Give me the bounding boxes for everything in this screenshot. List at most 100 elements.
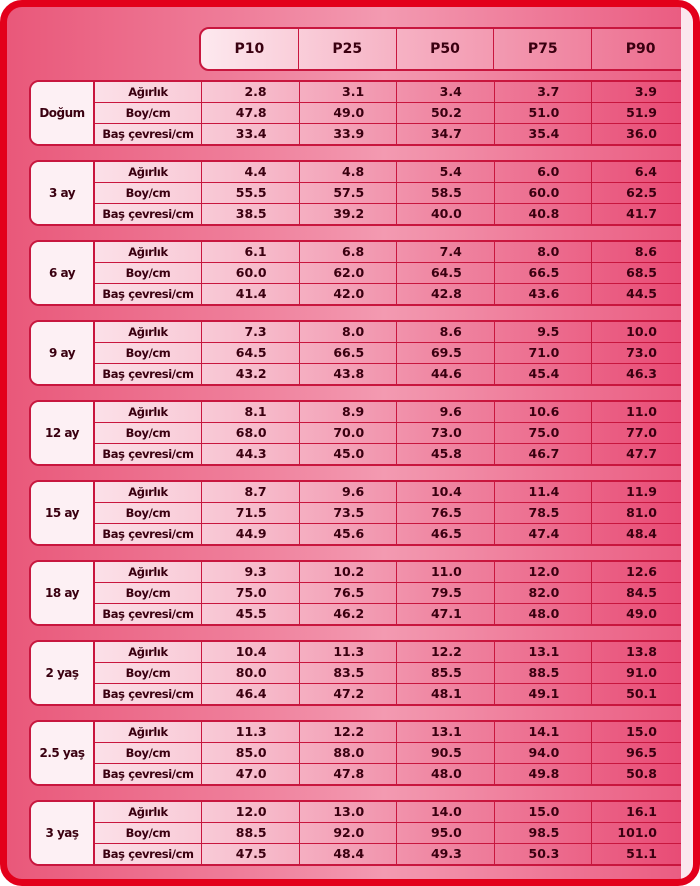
value-cell: 43.6 — [495, 284, 593, 304]
value-cell: 10.4 — [397, 482, 495, 502]
value-cell: 92.0 — [300, 823, 398, 843]
age-group: 12 ay Ağırlık 8.1 8.9 9.6 10.6 11.0 Boy/cm 68.0 7… — [29, 400, 691, 466]
value-cell: 11.3 — [202, 722, 300, 742]
value-cell: 3.4 — [397, 82, 495, 102]
table-row: Baş çevresi/cm 44.9 45.6 46.5 47.4 48.4 — [95, 523, 689, 544]
measure-label: Ağırlık — [95, 82, 202, 102]
value-cell: 16.1 — [626, 804, 657, 819]
value-cell: 7.4 — [397, 242, 495, 262]
measure-label: Baş çevresi/cm — [95, 284, 202, 304]
measure-label: Ağırlık — [95, 242, 202, 262]
table-row: Baş çevresi/cm 47.0 47.8 48.0 49.8 50.8 — [95, 763, 689, 784]
value-cell: 90.5 — [397, 743, 495, 763]
measure-label: Ağırlık — [95, 722, 202, 742]
table-row: Boy/cm 64.5 66.5 69.5 71.0 73.0 — [95, 342, 689, 363]
table-row: Ağırlık 6.1 6.8 7.4 8.0 8.6 — [95, 242, 689, 262]
measure-label: Ağırlık — [95, 642, 202, 662]
value-cell: 49.8 — [495, 764, 593, 784]
value-cell: 51.9 — [626, 105, 657, 120]
age-group: Doğum Ağırlık 2.8 3.1 3.4 3.7 3.9 Boy/cm 47.8 49.… — [29, 80, 691, 146]
value-cell: 48.0 — [495, 604, 593, 624]
value-cell: 3.1 — [300, 82, 398, 102]
measure-label: Baş çevresi/cm — [95, 844, 202, 864]
measure-label: Boy/cm — [95, 423, 202, 443]
age-group: 18 ay Ağırlık 9.3 10.2 11.0 12.0 12.6 Boy/cm 75.… — [29, 560, 691, 626]
value-cell: 44.9 — [202, 524, 300, 544]
value-cell: 66.5 — [495, 263, 593, 283]
value-cell: 40.8 — [495, 204, 593, 224]
value-cell: 12.2 — [300, 722, 398, 742]
value-cell: 11.0 — [397, 562, 495, 582]
value-cell: 7.3 — [202, 322, 300, 342]
table-row: Boy/cm 85.0 88.0 90.5 94.0 96.5 — [95, 742, 689, 763]
value-cell: 76.5 — [397, 503, 495, 523]
measure-label: Ağırlık — [95, 322, 202, 342]
value-cell: 33.4 — [202, 124, 300, 144]
measure-label: Ağırlık — [95, 402, 202, 422]
value-cell: 8.7 — [202, 482, 300, 502]
age-group: 3 ay Ağırlık 4.4 4.8 5.4 6.0 6.4 Boy/cm 55.5 57.5… — [29, 160, 691, 226]
value-cell: 49.1 — [495, 684, 593, 704]
age-group: 9 ay Ağırlık 7.3 8.0 8.6 9.5 10.0 Boy/cm 64.5 66.… — [29, 320, 691, 386]
value-cell: 8.1 — [202, 402, 300, 422]
table-row: Boy/cm 60.0 62.0 64.5 66.5 68.5 — [95, 262, 689, 283]
value-cell: 62.0 — [300, 263, 398, 283]
table-row: Boy/cm 68.0 70.0 73.0 75.0 77.0 — [95, 422, 689, 443]
value-cell: 77.0 — [626, 425, 657, 440]
value-cell: 13.1 — [397, 722, 495, 742]
table-row: Boy/cm 71.5 73.5 76.5 78.5 81.0 — [95, 502, 689, 523]
value-cell: 46.3 — [626, 366, 657, 381]
value-cell: 15.0 — [495, 802, 593, 822]
value-cell: 47.8 — [202, 103, 300, 123]
value-cell: 6.8 — [300, 242, 398, 262]
value-cell: 73.5 — [300, 503, 398, 523]
table-row: Baş çevresi/cm 44.3 45.0 45.8 46.7 47.7 — [95, 443, 689, 464]
value-cell: 36.0 — [626, 126, 657, 141]
age-label: 2.5 yaş — [31, 722, 95, 784]
value-cell: 33.9 — [300, 124, 398, 144]
value-cell: 66.5 — [300, 343, 398, 363]
value-cell: 6.0 — [495, 162, 593, 182]
measure-label: Boy/cm — [95, 263, 202, 283]
value-cell: 48.0 — [397, 764, 495, 784]
value-cell: 4.4 — [202, 162, 300, 182]
column-header-p75: P75 — [493, 29, 591, 69]
column-header-p50: P50 — [395, 29, 494, 69]
value-cell: 44.6 — [397, 364, 495, 384]
measure-label: Boy/cm — [95, 103, 202, 123]
table-row: Boy/cm 88.5 92.0 95.0 98.5 101.0 — [95, 822, 689, 843]
measure-label: Boy/cm — [95, 503, 202, 523]
value-cell: 68.5 — [626, 265, 657, 280]
value-cell: 68.0 — [202, 423, 300, 443]
value-cell: 58.5 — [397, 183, 495, 203]
age-label: 9 ay — [31, 322, 95, 384]
value-cell: 12.2 — [397, 642, 495, 662]
value-cell: 49.0 — [626, 606, 657, 621]
measure-label: Boy/cm — [95, 743, 202, 763]
value-cell: 70.0 — [300, 423, 398, 443]
table-row: Baş çevresi/cm 33.4 33.9 34.7 35.4 36.0 — [95, 123, 689, 144]
value-cell: 49.3 — [397, 844, 495, 864]
table-row: Ağırlık 11.3 12.2 13.1 14.1 15.0 — [95, 722, 689, 742]
age-label: 6 ay — [31, 242, 95, 304]
measure-label: Boy/cm — [95, 183, 202, 203]
value-cell: 41.7 — [626, 206, 657, 221]
value-cell: 81.0 — [626, 505, 657, 520]
value-cell: 79.5 — [397, 583, 495, 603]
value-cell: 14.1 — [495, 722, 593, 742]
value-cell: 9.6 — [397, 402, 495, 422]
value-cell: 8.9 — [300, 402, 398, 422]
value-cell: 8.6 — [397, 322, 495, 342]
value-cell: 94.0 — [495, 743, 593, 763]
value-cell: 44.5 — [626, 286, 657, 301]
value-cell: 12.0 — [495, 562, 593, 582]
table-row: Boy/cm 55.5 57.5 58.5 60.0 62.5 — [95, 182, 689, 203]
measure-label: Baş çevresi/cm — [95, 764, 202, 784]
value-cell: 84.5 — [626, 585, 657, 600]
value-cell: 47.0 — [202, 764, 300, 784]
table-row: Ağırlık 12.0 13.0 14.0 15.0 16.1 — [95, 802, 689, 822]
value-cell: 55.5 — [202, 183, 300, 203]
value-cell: 64.5 — [202, 343, 300, 363]
table-row: Baş çevresi/cm 47.5 48.4 49.3 50.3 51.1 — [95, 843, 689, 864]
table-row: Ağırlık 10.4 11.3 12.2 13.1 13.8 — [95, 642, 689, 662]
